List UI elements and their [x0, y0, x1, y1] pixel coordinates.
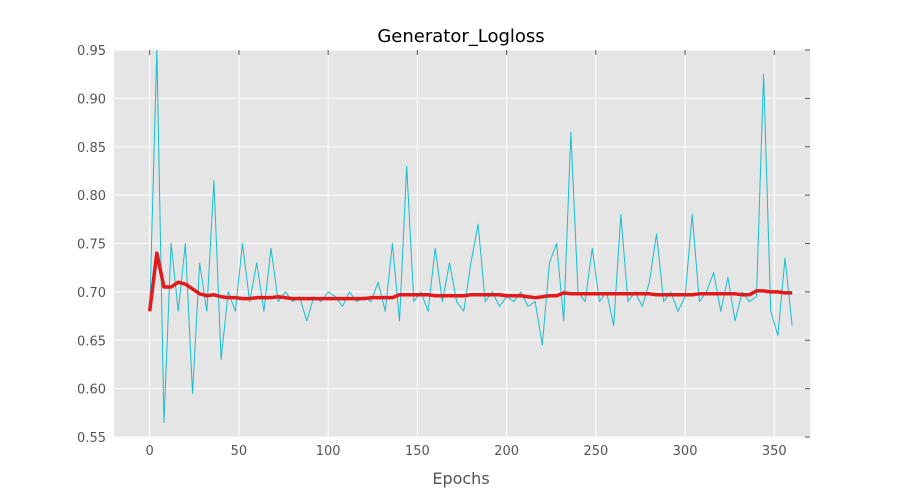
y-tick-label: 0.80 [77, 189, 106, 204]
x-tick-label: 0 [146, 444, 154, 459]
x-tick-label: 350 [762, 444, 787, 459]
x-tick-label: 100 [316, 444, 341, 459]
y-tick-label: 0.90 [77, 92, 106, 107]
x-tick-label: 150 [405, 444, 430, 459]
y-tick-label: 0.85 [77, 141, 106, 156]
x-tick-label: 200 [494, 444, 519, 459]
y-tick-label: 0.65 [77, 334, 106, 349]
y-tick-label: 0.55 [77, 431, 106, 446]
y-tick-label: 0.70 [77, 286, 106, 301]
chart-title: Generator_Logloss [377, 26, 544, 47]
data-line [147, 251, 793, 312]
x-tick-label: 50 [231, 444, 248, 459]
data-line [149, 49, 793, 423]
y-tick-label: 0.95 [77, 44, 106, 59]
y-tick-label: 0.75 [77, 238, 106, 253]
x-axis-label: Epochs [432, 469, 489, 488]
x-tick-label: 250 [583, 444, 608, 459]
x-tick-label: 300 [673, 444, 698, 459]
y-tick-label: 0.60 [77, 383, 106, 398]
